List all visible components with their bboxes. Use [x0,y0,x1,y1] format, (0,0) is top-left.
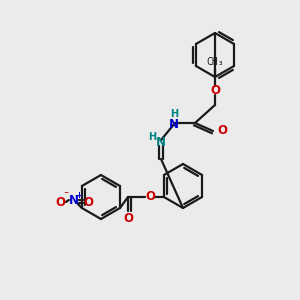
Text: ⁻: ⁻ [63,190,68,200]
Text: N: N [169,118,179,130]
Text: O: O [210,83,220,97]
Text: O: O [217,124,227,136]
Text: H: H [148,132,156,142]
Text: N: N [69,194,79,206]
Text: O: O [123,212,133,226]
Text: +: + [75,190,82,200]
Text: CH₃: CH₃ [206,57,224,67]
Text: O: O [83,196,93,208]
Text: O: O [145,190,155,203]
Text: O: O [55,196,65,208]
Text: N: N [156,136,166,148]
Text: H: H [170,109,178,119]
